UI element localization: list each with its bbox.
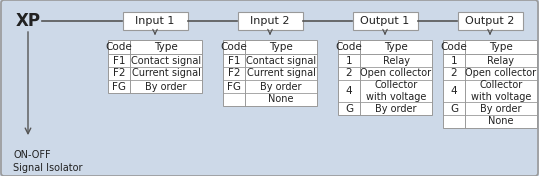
Bar [238, 12, 302, 30]
Text: 2: 2 [345, 68, 353, 78]
Text: 2: 2 [451, 68, 457, 78]
Text: F1: F1 [228, 55, 240, 65]
Text: FG: FG [227, 81, 241, 92]
Text: FG: FG [112, 81, 126, 92]
Text: ON-OFF
Signal Isolator: ON-OFF Signal Isolator [13, 150, 82, 173]
Text: G: G [345, 103, 353, 114]
Text: By order: By order [260, 81, 302, 92]
Text: Type: Type [489, 42, 513, 52]
Text: Current signal: Current signal [132, 68, 201, 78]
Text: None: None [488, 117, 514, 127]
Bar [122, 12, 188, 30]
Text: None: None [268, 95, 294, 105]
Text: Open collector: Open collector [361, 68, 432, 78]
Text: G: G [450, 103, 458, 114]
Text: Code: Code [220, 42, 247, 52]
Text: 4: 4 [345, 86, 353, 96]
Text: Collector
with voltage: Collector with voltage [366, 80, 426, 102]
Text: Type: Type [154, 42, 178, 52]
Text: Input 1: Input 1 [135, 16, 175, 26]
Text: F2: F2 [113, 68, 125, 78]
Text: Output 1: Output 1 [361, 16, 410, 26]
Text: By order: By order [375, 103, 417, 114]
Text: Contact signal: Contact signal [246, 55, 316, 65]
Text: Type: Type [384, 42, 408, 52]
Text: Collector
with voltage: Collector with voltage [471, 80, 531, 102]
Text: Open collector: Open collector [466, 68, 536, 78]
Text: 1: 1 [451, 55, 457, 65]
Text: Relay: Relay [487, 55, 515, 65]
Text: Input 2: Input 2 [250, 16, 290, 26]
Text: 1: 1 [345, 55, 353, 65]
Bar [353, 12, 418, 30]
Text: Relay: Relay [383, 55, 410, 65]
Bar [223, 40, 317, 106]
Text: Code: Code [440, 42, 467, 52]
Text: Output 2: Output 2 [465, 16, 515, 26]
Bar [108, 40, 202, 93]
Bar [338, 40, 432, 115]
Text: Contact signal: Contact signal [131, 55, 201, 65]
Text: By order: By order [480, 103, 522, 114]
Text: F1: F1 [113, 55, 125, 65]
Text: Code: Code [106, 42, 133, 52]
Bar [443, 40, 537, 128]
Text: XP: XP [16, 12, 40, 30]
Text: Current signal: Current signal [246, 68, 315, 78]
Text: Code: Code [336, 42, 362, 52]
Text: By order: By order [145, 81, 186, 92]
Text: F2: F2 [228, 68, 240, 78]
Bar [458, 12, 522, 30]
Text: 4: 4 [451, 86, 457, 96]
Text: Type: Type [269, 42, 293, 52]
